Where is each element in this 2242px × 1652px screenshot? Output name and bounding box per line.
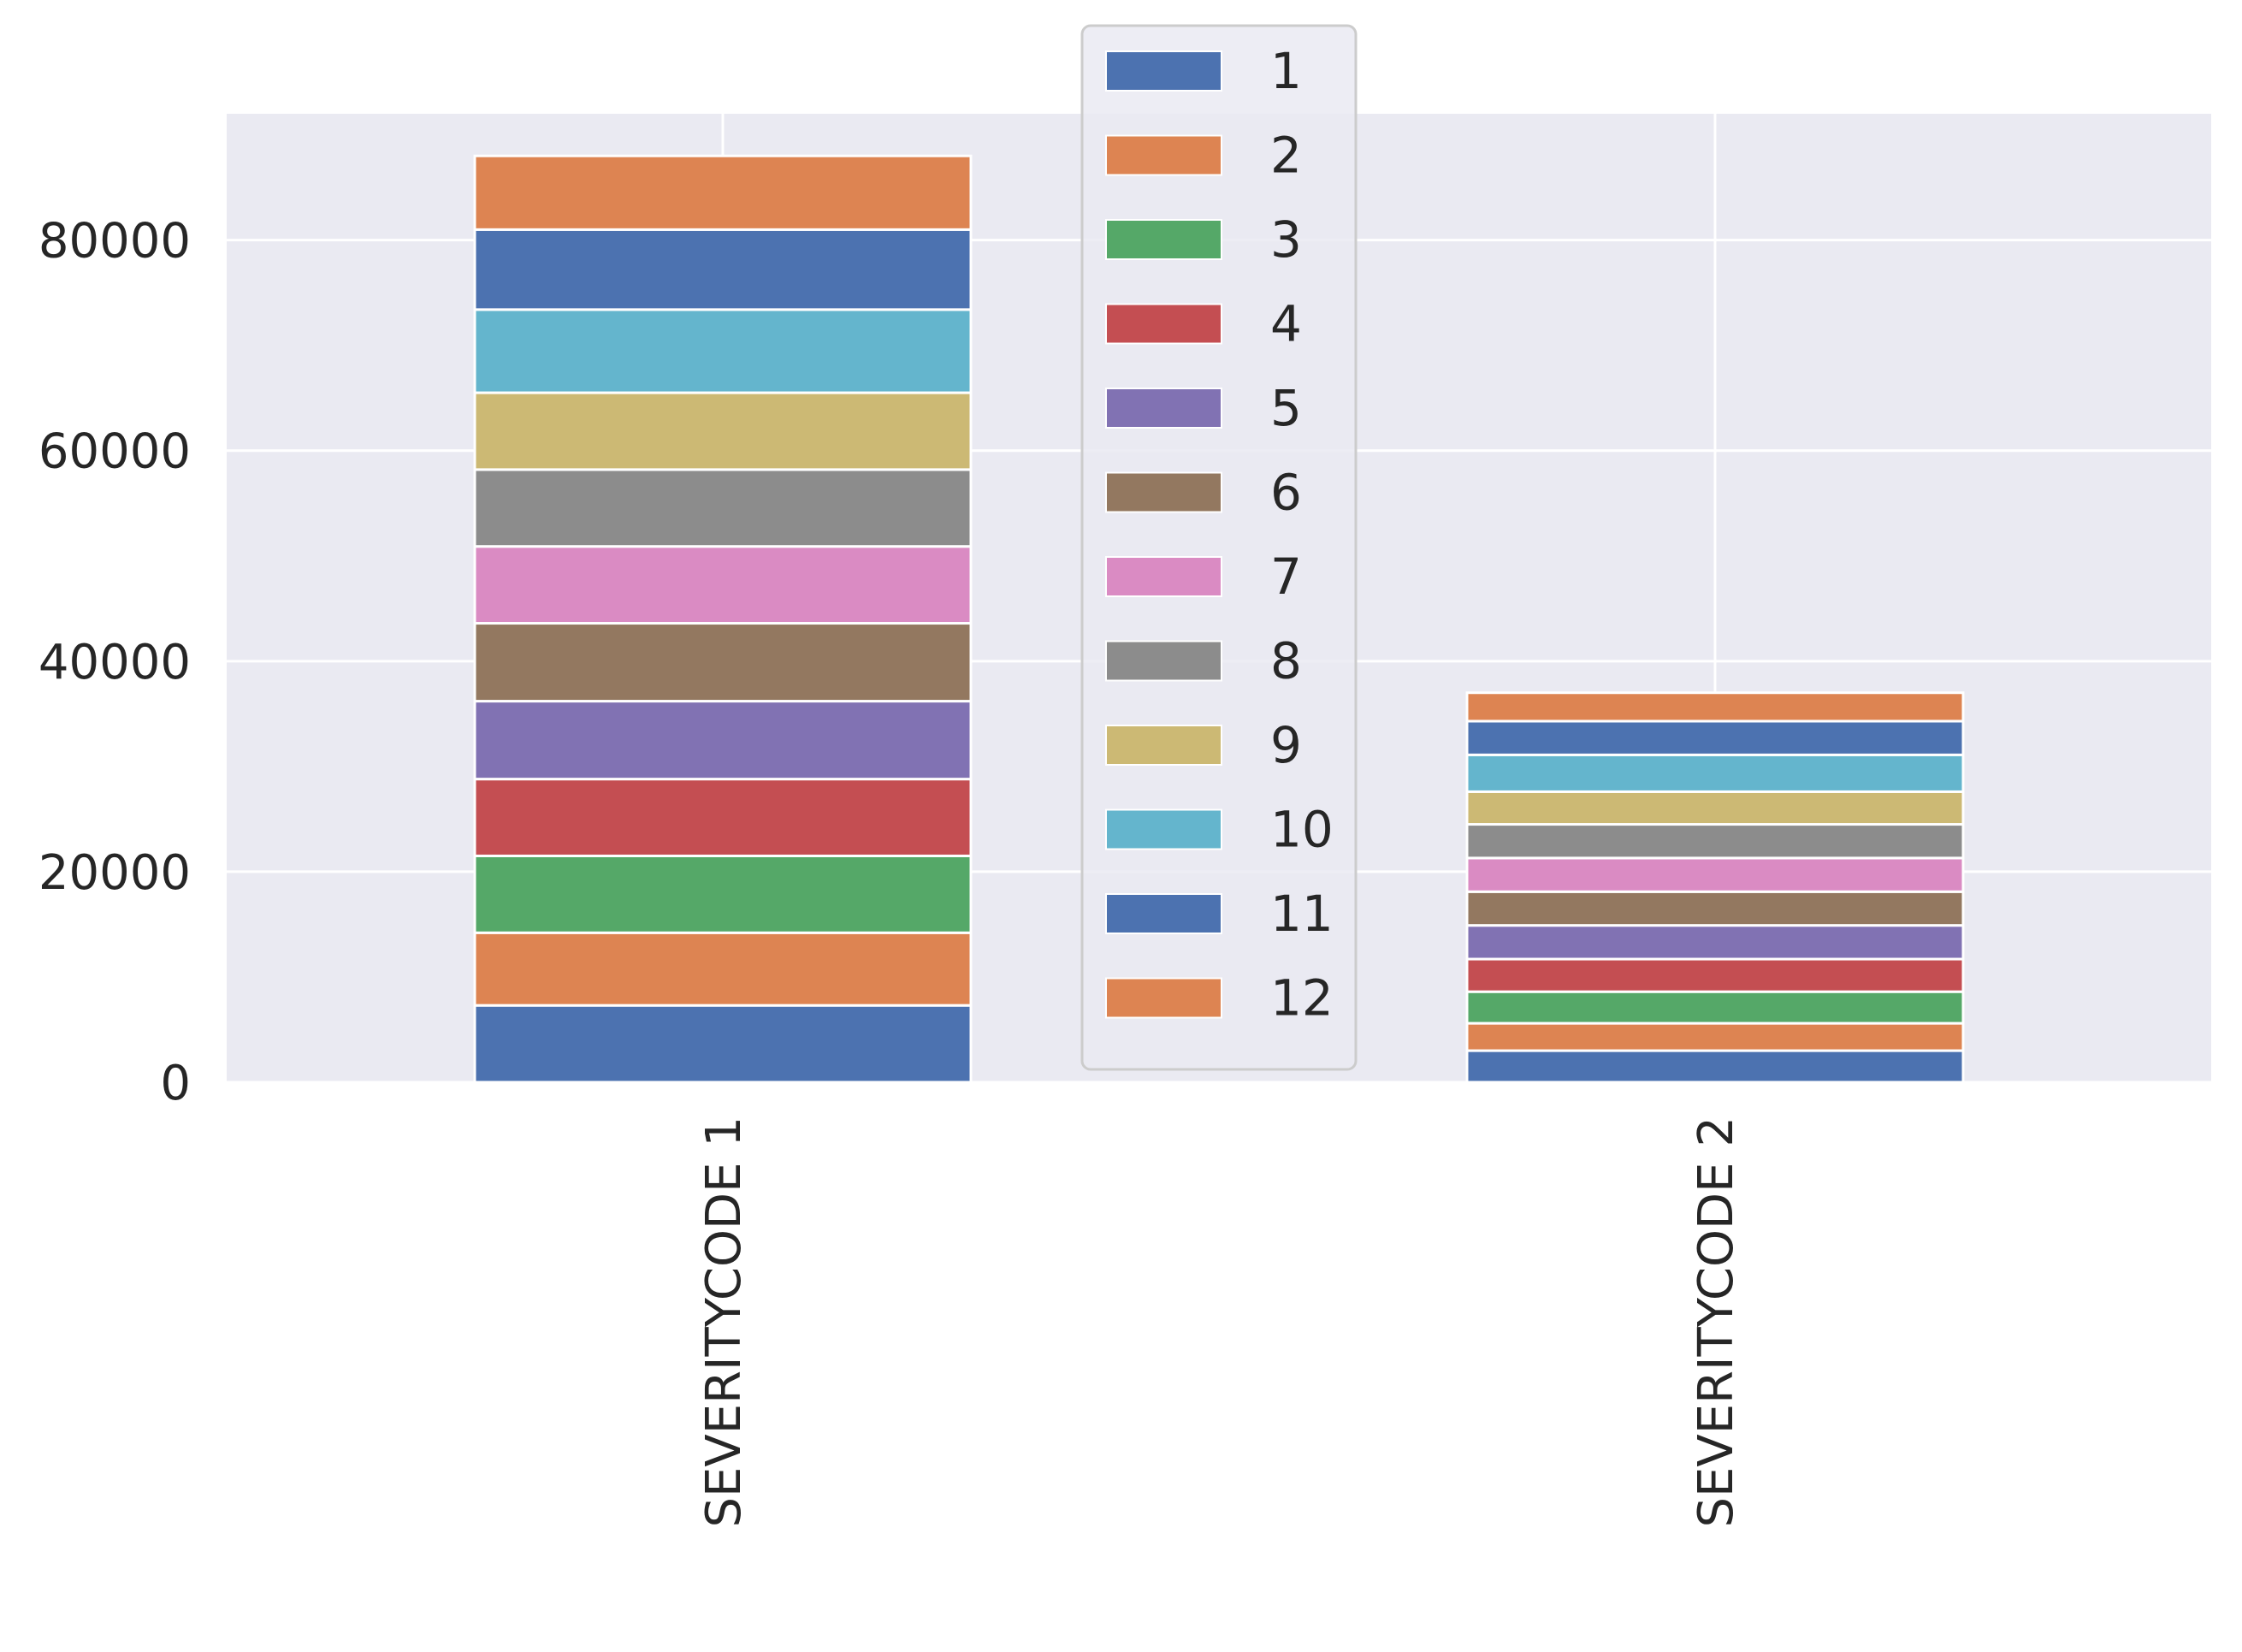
bar-segment-2-1 [1465,1049,1965,1084]
bar-segment-1-3 [473,854,973,934]
bar-segment-2-9 [1465,790,1965,826]
bar-segment-1-10 [473,308,973,394]
y-tick-label: 0 [160,1056,191,1111]
legend-box [1080,24,1358,1071]
legend-label: 10 [1270,801,1334,859]
legend-label: 3 [1270,210,1302,269]
legend-label: 6 [1270,464,1302,522]
bar-stacks [473,154,1965,1084]
bar-segment-2-11 [1465,719,1965,756]
legend-swatch [1105,808,1222,850]
legend-label: 5 [1270,379,1302,437]
bar-segment-2-12 [1465,691,1965,723]
legend-swatch [1105,471,1222,513]
bar-segment-2-8 [1465,823,1965,860]
bar-segment-1-2 [473,931,973,1007]
bar-segment-2-5 [1465,924,1965,961]
bar-segment-2-7 [1465,856,1965,893]
legend-label: 8 [1270,632,1302,690]
x-tick-label: SEVERITYCODE 1 [696,1116,752,1528]
y-axis-ticks: 0 20000 40000 60000 80000 [38,214,191,1111]
legend-label: 2 [1270,127,1302,185]
bar-segment-1-5 [473,700,973,781]
bar-segment-1-6 [473,622,973,703]
bar-segment-1-9 [473,391,973,471]
legend-swatch [1105,50,1222,92]
y-tick-label: 40000 [38,635,191,690]
bar-segment-1-4 [473,778,973,857]
legend-swatch [1105,388,1222,429]
bar-segment-2-10 [1465,753,1965,793]
legend-label: 4 [1270,295,1302,353]
bar-segment-2-3 [1465,990,1965,1025]
bar-segment-1-7 [473,545,973,625]
y-tick-label: 20000 [38,845,191,901]
legend-label: 1 [1270,42,1302,100]
legend-label: 11 [1270,885,1334,943]
bar-segment-1-12 [473,154,973,231]
bar-segment-2-4 [1465,957,1965,993]
y-tick-label: 80000 [38,214,191,269]
bar-segment-1-1 [473,1004,973,1084]
bar-segment-1-8 [473,468,973,548]
legend-swatch [1105,893,1222,934]
bar-segment-1-11 [473,228,973,311]
x-tick-label: SEVERITYCODE 2 [1689,1116,1744,1528]
legend-label: 12 [1270,969,1334,1027]
x-axis-ticks: SEVERITYCODE 1 SEVERITYCODE 2 [696,1116,1744,1528]
legend-swatch [1105,303,1222,345]
bar-segment-2-6 [1465,890,1965,927]
legend-label: 9 [1270,716,1302,774]
legend-swatch [1105,977,1222,1019]
legend-swatch [1105,219,1222,260]
legend-swatch [1105,725,1222,766]
legend-swatch [1105,556,1222,597]
y-tick-label: 60000 [38,424,191,480]
legend-swatch [1105,640,1222,682]
legend-swatch [1105,134,1222,176]
bar-segment-2-2 [1465,1021,1965,1052]
legend-label: 7 [1270,548,1302,606]
